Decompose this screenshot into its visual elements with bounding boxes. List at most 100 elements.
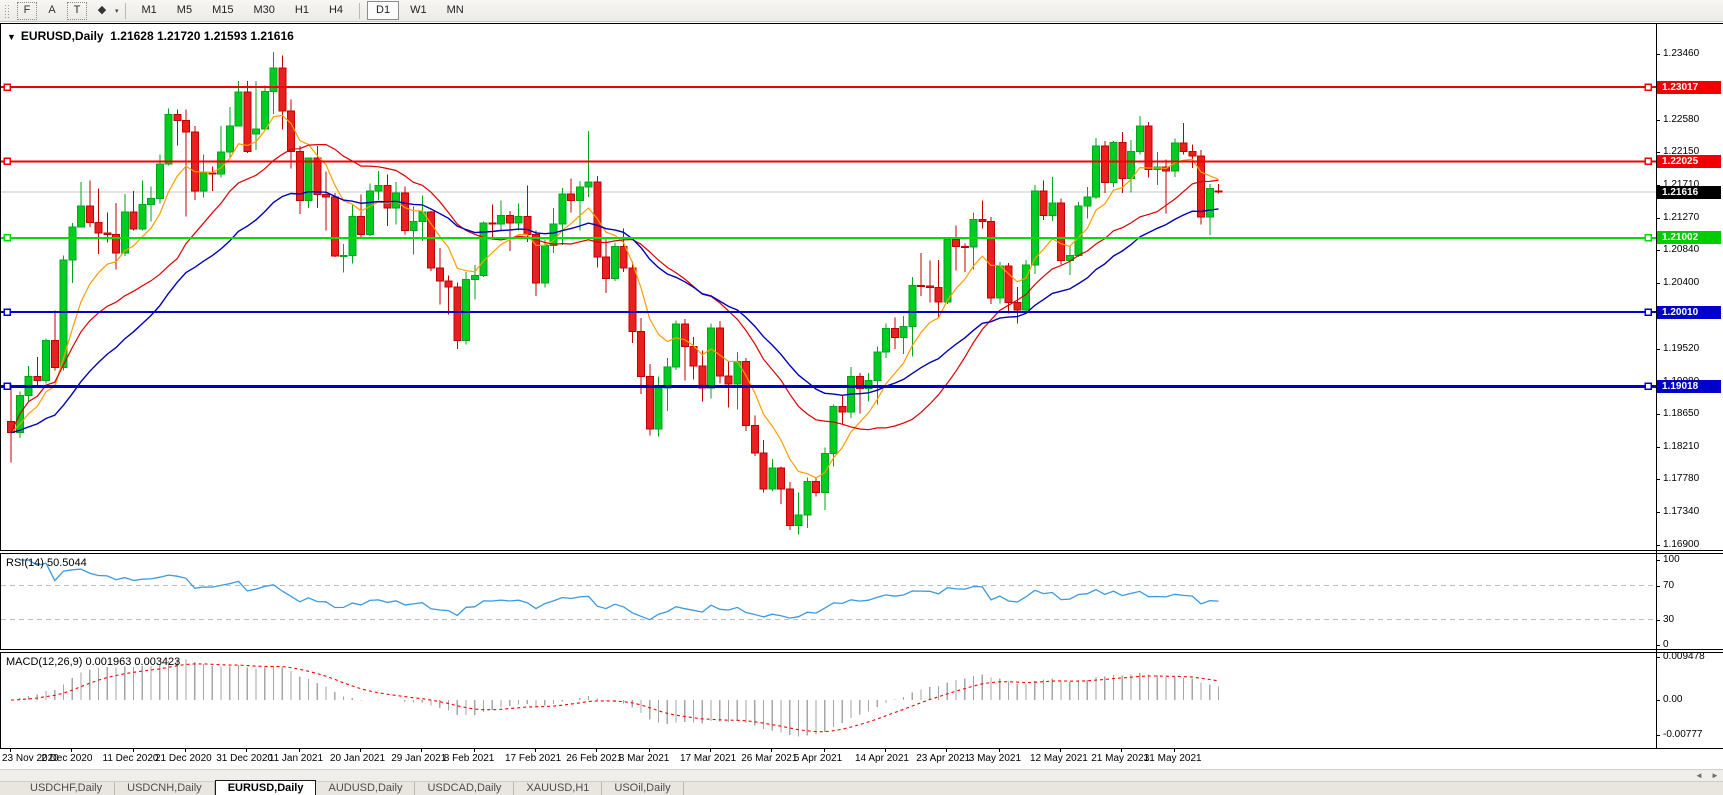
line-anchor-handle[interactable] bbox=[3, 157, 11, 166]
x-axis-date-label: 11 Dec 2020 bbox=[102, 753, 159, 764]
x-axis-date-label: 29 Jan 2021 bbox=[391, 753, 447, 764]
x-axis-tick-mark bbox=[648, 749, 650, 752]
macd-signal-line bbox=[10, 663, 1219, 733]
price-chart-panel bbox=[0, 23, 1723, 551]
line-anchor-handle[interactable] bbox=[3, 308, 11, 316]
line-anchor-handle[interactable] bbox=[3, 234, 11, 242]
x-axis-tick-mark bbox=[10, 749, 11, 752]
macd-indicator-panel bbox=[0, 652, 1723, 749]
rsi-label: RSI(14) 50.5044 bbox=[6, 557, 87, 569]
timeframe-w1-button[interactable]: W1 bbox=[410, 4, 427, 16]
chart-tab-usdchf[interactable]: USDCHF,Daily bbox=[18, 782, 116, 795]
x-axis-date-label: 17 Mar 2021 bbox=[680, 753, 737, 764]
date-axis: 23 Nov 2020 2 Dec 2020 11 Dec 2020 21 Dec 2… bbox=[0, 749, 1723, 769]
timeframe-m1-button[interactable]: M1 bbox=[141, 4, 157, 16]
line-anchor-handle[interactable] bbox=[3, 382, 11, 391]
chart-tab-bar: USDCHF,Daily USDCNH,Daily EURUSD,Daily AUDU… bbox=[0, 780, 1723, 795]
x-axis-tick-mark bbox=[1060, 749, 1061, 752]
scroll-left-icon[interactable]: ◄ bbox=[1695, 771, 1703, 780]
chart-tab-xauusd[interactable]: XAUUSD,H1 bbox=[514, 782, 603, 795]
horizontal-line-1.21002[interactable] bbox=[1, 234, 1657, 242]
x-axis-tick-mark bbox=[473, 749, 475, 752]
x-axis-date-label: 17 Feb 2021 bbox=[505, 753, 562, 764]
x-axis-tick-mark bbox=[771, 749, 773, 752]
x-axis-tick-mark bbox=[1121, 749, 1123, 752]
moving-average-lines bbox=[10, 114, 1219, 479]
chart-tab-usdcnh[interactable]: USDCNH,Daily bbox=[115, 782, 215, 795]
line-anchor-handle[interactable] bbox=[1644, 308, 1652, 316]
x-axis-date-label: 8 Feb 2021 bbox=[443, 753, 495, 764]
timeframe-h1-button[interactable]: H1 bbox=[294, 4, 309, 16]
x-axis-tick-mark bbox=[535, 749, 536, 752]
chart-tab-usdcad[interactable]: USDCAD,Daily bbox=[415, 782, 515, 795]
toolbar-icon-group: F A T ◆ ▾ bbox=[14, 1, 119, 20]
x-axis-date-label: 21 Dec 2020 bbox=[155, 753, 212, 764]
timeframe-button-group: M1 M5 M15 M30 H1 H4 D1 W1 MN bbox=[132, 1, 474, 20]
macd-label: MACD(12,26,9) 0.001963 0.003423 bbox=[6, 656, 181, 668]
line-anchor-handle[interactable] bbox=[3, 83, 11, 91]
timeframe-m30-button[interactable]: M30 bbox=[253, 4, 275, 16]
x-axis-tick-mark bbox=[823, 749, 825, 752]
x-axis-tick-mark bbox=[298, 749, 300, 752]
toolbar-drag-handle[interactable] bbox=[4, 3, 10, 18]
x-axis-date-label: 14 Apr 2021 bbox=[855, 753, 909, 764]
ma-slow-line bbox=[10, 190, 1219, 434]
line-anchor-handle[interactable] bbox=[1644, 382, 1652, 391]
x-axis-date-label: 21 May 2021 bbox=[1091, 753, 1150, 764]
candlestick-series bbox=[7, 51, 1223, 535]
objects-dropdown-icon[interactable]: ▾ bbox=[115, 7, 119, 15]
timeframe-m5-button[interactable]: M5 bbox=[176, 4, 193, 16]
rsi-indicator-panel bbox=[0, 553, 1723, 650]
rsi-line bbox=[19, 559, 1219, 621]
x-axis-tick-mark bbox=[998, 749, 1000, 752]
timeframe-h4-button[interactable]: H4 bbox=[328, 4, 344, 16]
timeframe-mn-button[interactable]: MN bbox=[446, 4, 464, 16]
horizontal-scrollbar[interactable]: ◄ ► bbox=[0, 769, 1723, 782]
x-axis-tick-mark bbox=[710, 749, 711, 752]
x-axis-date-label: 8 Mar 2021 bbox=[618, 753, 670, 764]
toolbar: F A T ◆ ▾ M1 M5 M15 M30 H1 H4 D1 W1 MN bbox=[0, 0, 1723, 22]
chart-symbol: EURUSD,Daily bbox=[20, 29, 104, 43]
chart-tab-eurusd[interactable]: EURUSD,Daily bbox=[214, 780, 317, 795]
x-axis-tick-mark bbox=[185, 749, 186, 752]
toolbar-separator bbox=[124, 2, 126, 19]
x-axis-tick-mark bbox=[421, 749, 423, 752]
text-label-icon[interactable]: T bbox=[67, 1, 87, 20]
timeframe-d1-button[interactable]: D1 bbox=[367, 1, 400, 20]
indicator-frame-icon[interactable]: F bbox=[17, 1, 37, 20]
horizontal-line-1.19018[interactable] bbox=[1, 382, 1657, 391]
x-axis-date-label: 20 Jan 2021 bbox=[330, 753, 386, 764]
chart-tab-audusd[interactable]: AUDUSD,Daily bbox=[316, 782, 416, 795]
x-axis-date-label: 26 Mar 2021 bbox=[741, 753, 798, 764]
line-anchor-handle[interactable] bbox=[1644, 234, 1652, 242]
x-axis-date-label: 26 Feb 2021 bbox=[566, 753, 623, 764]
line-anchor-handle[interactable] bbox=[1644, 157, 1652, 166]
x-axis-date-label: 31 Dec 2020 bbox=[216, 753, 273, 764]
x-axis-date-label: 23 Apr 2021 bbox=[916, 753, 971, 764]
x-axis-tick-mark bbox=[885, 749, 886, 752]
x-axis-date-label: 11 Jan 2021 bbox=[268, 753, 324, 764]
x-axis-date-label: 3 May 2021 bbox=[968, 753, 1022, 764]
annotation-a-icon[interactable]: A bbox=[48, 3, 56, 16]
line-anchor-handle[interactable] bbox=[1644, 83, 1652, 91]
x-axis-date-label: 31 May 2021 bbox=[1143, 753, 1202, 764]
horizontal-line-1.2001[interactable] bbox=[1, 308, 1657, 316]
x-axis-date-label: 23 Nov 2020 bbox=[2, 753, 59, 764]
horizontal-line-1.23017[interactable] bbox=[1, 83, 1657, 91]
x-axis-date-label: 12 May 2021 bbox=[1030, 753, 1088, 764]
timeframe-m15-button[interactable]: M15 bbox=[212, 4, 234, 16]
x-axis-tick-mark bbox=[360, 749, 361, 752]
draw-objects-icon[interactable]: ◆ bbox=[97, 3, 107, 16]
horizontal-line-1.22025[interactable] bbox=[1, 157, 1657, 166]
ma-fast-line bbox=[10, 114, 1219, 479]
x-axis-date-label: 5 Apr 2021 bbox=[793, 753, 843, 764]
x-axis-tick-mark bbox=[946, 749, 948, 752]
scroll-right-icon[interactable]: ► bbox=[1711, 771, 1719, 780]
chart-tab-usoil[interactable]: USOil,Daily bbox=[602, 782, 684, 795]
chart-dropdown-icon[interactable]: ▼ bbox=[7, 32, 16, 42]
x-axis-tick-mark bbox=[1173, 749, 1175, 752]
x-axis-date-label: 2 Dec 2020 bbox=[41, 753, 93, 764]
toolbar-separator bbox=[359, 2, 361, 19]
chart-title: ▼ EURUSD,Daily 1.21628 1.21720 1.21593 1.… bbox=[7, 29, 294, 43]
